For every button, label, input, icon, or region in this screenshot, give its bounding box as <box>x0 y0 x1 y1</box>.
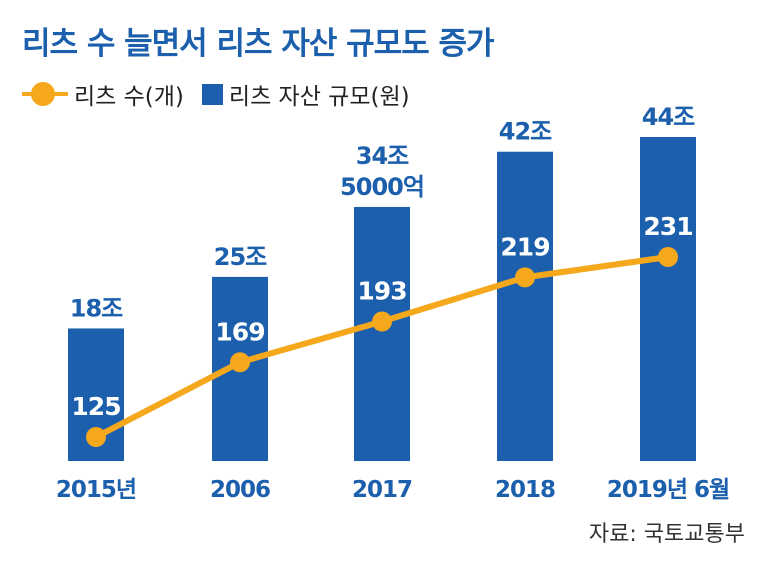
legend-bar-label: 리츠 자산 규모(원) <box>228 84 410 110</box>
x-tick-label: 2018 <box>495 477 555 503</box>
line-value-label: 193 <box>357 277 406 306</box>
line-value-label: 231 <box>643 212 692 241</box>
line-point <box>515 267 535 288</box>
bar <box>497 151 553 461</box>
bar-value-label: 25조 <box>214 243 267 271</box>
legend-line-label: 리츠 수(개) <box>74 84 184 110</box>
legend-bar-swatch <box>201 83 223 105</box>
x-tick-label: 2017 <box>352 477 412 503</box>
x-tick-label: 2015년 <box>56 477 136 503</box>
line-point <box>230 352 250 373</box>
legend-line-swatch <box>22 80 68 108</box>
line-value-label: 169 <box>215 317 264 346</box>
bar <box>640 137 696 461</box>
legend: 리츠 수(개) 리츠 자산 규모(원) <box>22 78 410 110</box>
bar <box>354 206 410 461</box>
bar-value-label: 5000억 <box>340 173 424 201</box>
line-point <box>372 311 392 332</box>
bar-value-label: 44조 <box>642 103 695 131</box>
line-point <box>86 427 106 447</box>
chart-title: 리츠 수 늘면서 리츠 자산 규모도 증가 <box>22 26 495 62</box>
bar-value-label: 18조 <box>70 294 123 322</box>
source-note: 자료: 국토교통부 <box>588 522 745 547</box>
line-value-label: 125 <box>71 392 120 421</box>
bar-value-label: 34조 <box>356 142 409 170</box>
line-point <box>658 247 678 267</box>
bar-value-label: 42조 <box>499 118 552 146</box>
x-tick-label: 2019년 6월 <box>607 477 729 503</box>
x-tick-label: 2006 <box>210 477 270 503</box>
line-value-label: 219 <box>500 232 549 261</box>
